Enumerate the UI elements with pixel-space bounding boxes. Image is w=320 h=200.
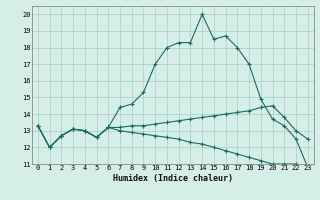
X-axis label: Humidex (Indice chaleur): Humidex (Indice chaleur) xyxy=(113,174,233,183)
